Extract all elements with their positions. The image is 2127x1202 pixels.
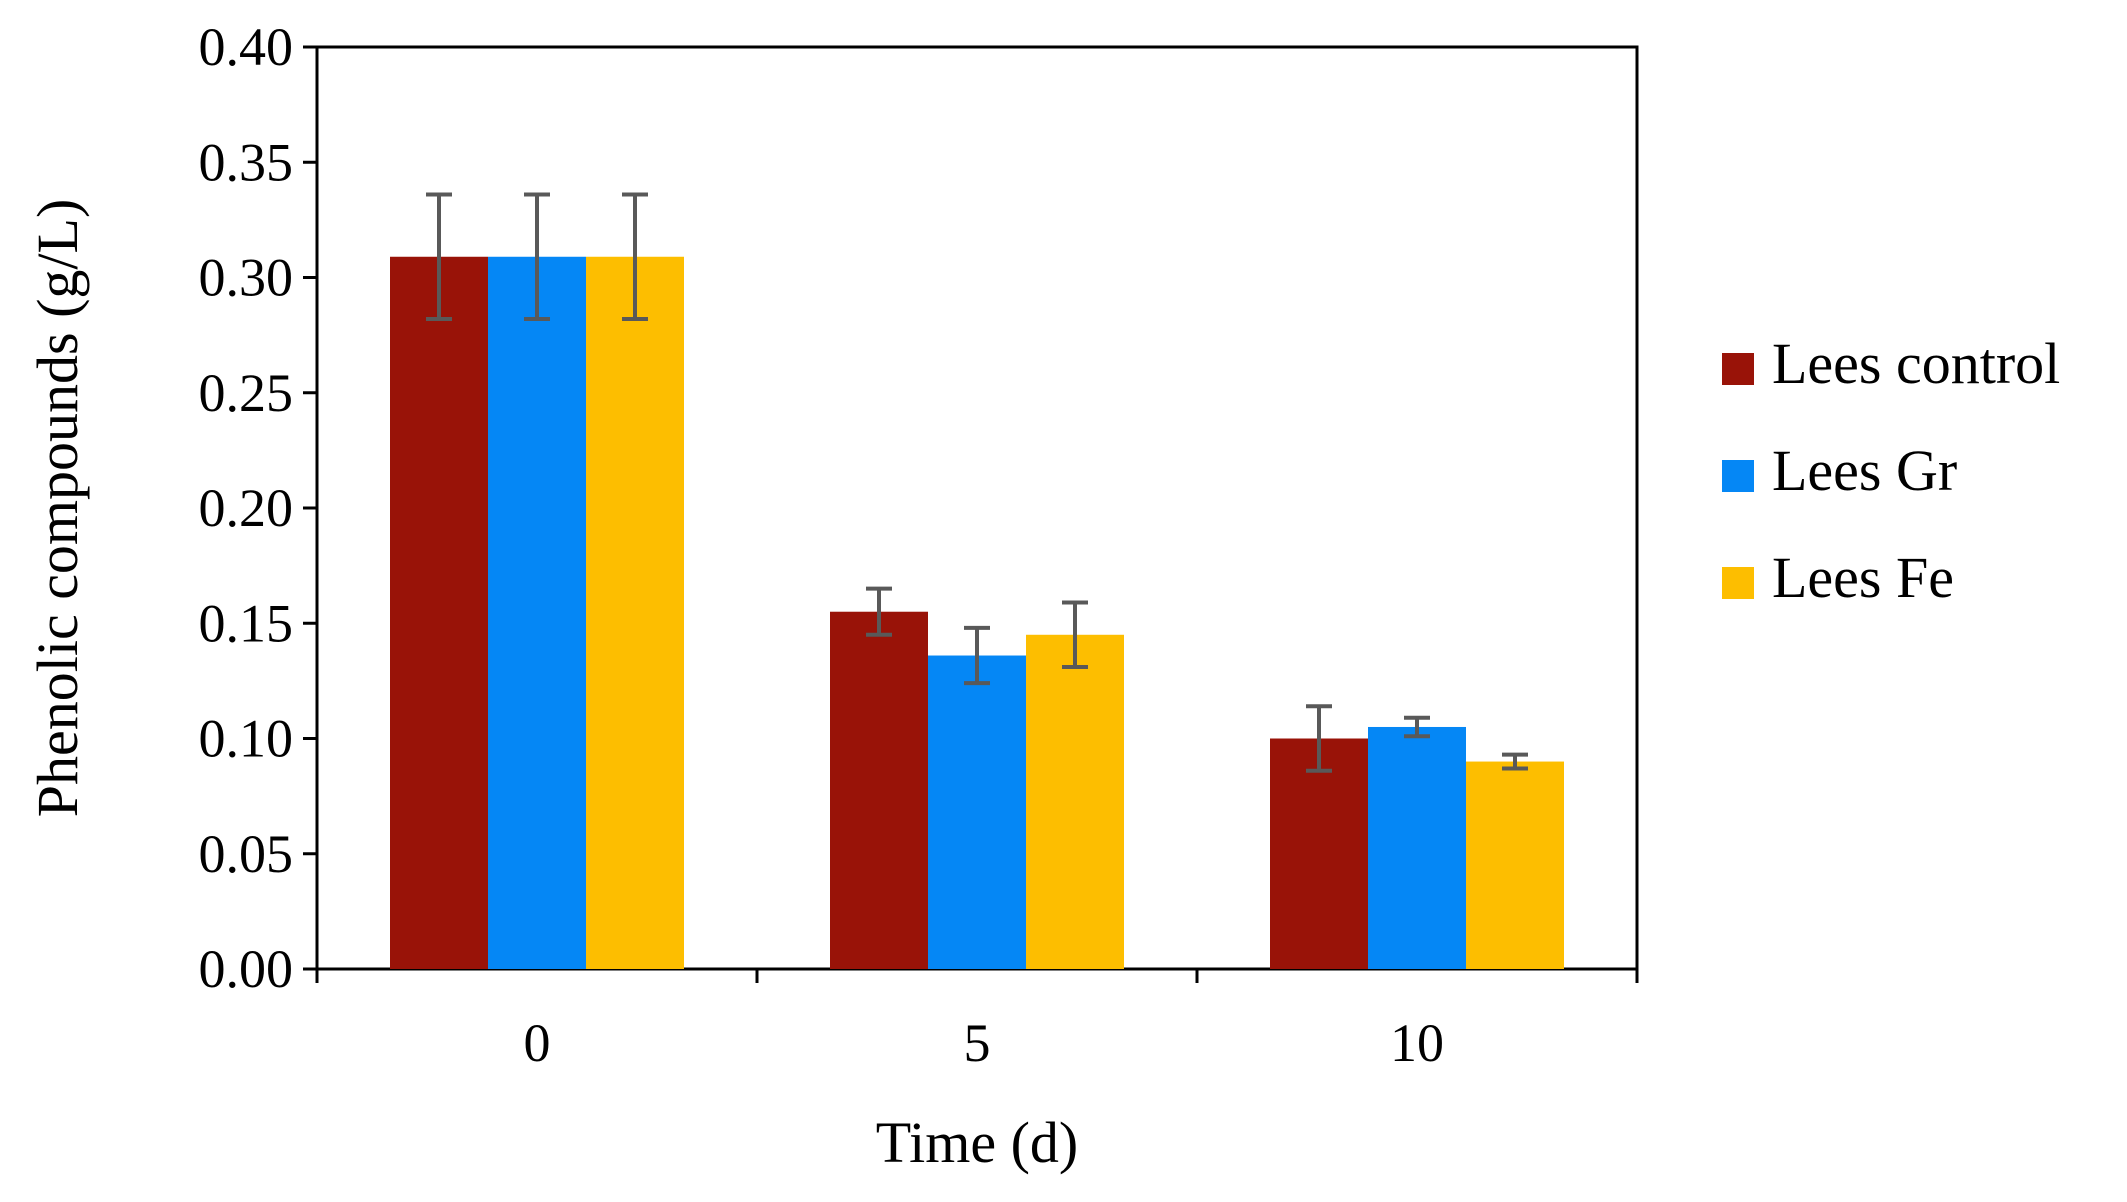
x-tick-label: 5 (964, 1013, 991, 1073)
legend-swatch (1722, 460, 1754, 492)
error-bar (1062, 600, 1088, 670)
bar (1270, 738, 1368, 969)
y-axis-ticks: 0.00 0.05 0.10 0.15 0.20 0.25 0.30 0.35 0.40 (199, 17, 317, 999)
legend-swatch (1722, 353, 1754, 385)
legend-label: Lees Gr (1772, 438, 1957, 503)
bar (830, 611, 928, 969)
bar (488, 256, 586, 969)
y-tick-label: 0.25 (199, 363, 294, 423)
bar (928, 655, 1026, 969)
bar (586, 256, 684, 969)
bar (1466, 761, 1564, 969)
legend-item: Lees control (1722, 331, 2060, 396)
bar (1368, 726, 1466, 969)
y-tick-label: 0.35 (199, 132, 294, 192)
bar (390, 256, 488, 969)
y-tick-label: 0.05 (199, 824, 294, 884)
y-tick-label: 0.40 (199, 17, 294, 77)
x-tick-label: 0 (524, 1013, 551, 1073)
bars-group (390, 256, 1564, 969)
legend-swatch (1722, 567, 1754, 599)
y-tick-label: 0.20 (199, 478, 294, 538)
bar (1026, 634, 1124, 969)
error-bar (622, 192, 648, 321)
error-bar (866, 586, 892, 637)
error-bar (964, 625, 990, 686)
error-bar (1306, 704, 1332, 773)
legend: Lees control Lees Gr Lees Fe (1722, 331, 2060, 610)
legend-label: Lees control (1772, 331, 2060, 396)
y-tick-label: 0.15 (199, 593, 294, 653)
error-bar (524, 192, 550, 321)
error-bar (1502, 752, 1528, 771)
legend-item: Lees Gr (1722, 438, 1957, 503)
x-axis-ticks: 0 5 10 (315, 969, 1639, 1073)
x-tick-label: 10 (1390, 1013, 1444, 1073)
y-tick-label: 0.10 (199, 709, 294, 769)
y-tick-label: 0.30 (199, 248, 294, 308)
y-axis-title: Phenolic compounds (g/L) (25, 199, 90, 818)
error-bar (1404, 715, 1430, 739)
legend-item: Lees Fe (1722, 545, 1954, 610)
legend-label: Lees Fe (1772, 545, 1954, 610)
x-axis-title: Time (d) (876, 1110, 1079, 1175)
error-bar (426, 192, 452, 321)
y-tick-label: 0.00 (199, 939, 294, 999)
error-bars-group (426, 192, 1528, 773)
